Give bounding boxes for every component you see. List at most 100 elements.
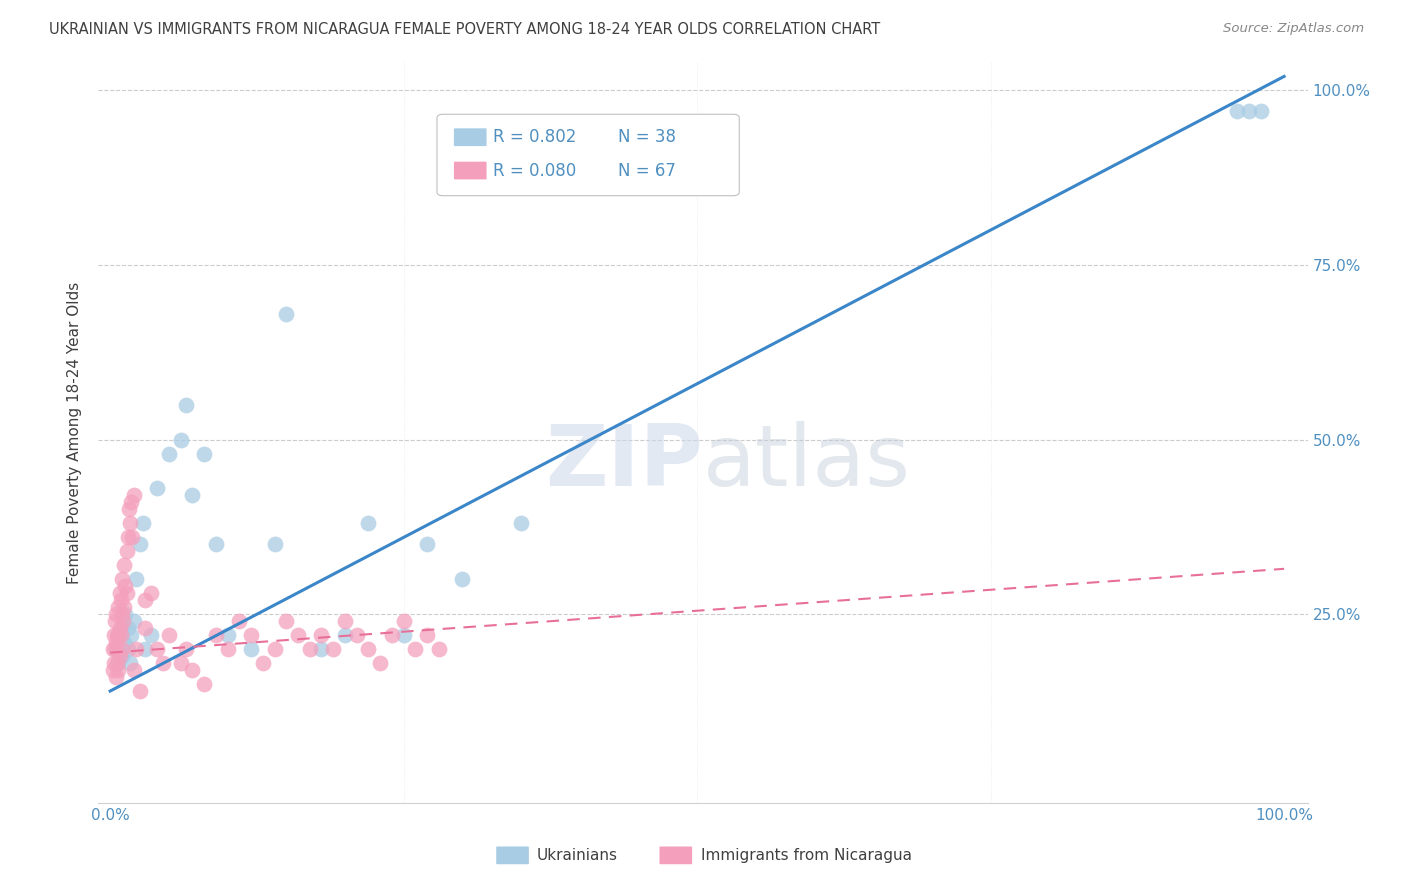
Text: Source: ZipAtlas.com: Source: ZipAtlas.com	[1223, 22, 1364, 36]
Point	[287, 628, 309, 642]
FancyBboxPatch shape	[454, 128, 486, 146]
Point	[240, 628, 263, 642]
Point	[510, 516, 533, 531]
Point	[333, 614, 356, 628]
Point	[117, 530, 139, 544]
Point	[105, 642, 128, 657]
Text: ZIP: ZIP	[546, 421, 703, 504]
Point	[169, 433, 191, 447]
Point	[193, 677, 215, 691]
Point	[152, 656, 174, 670]
Point	[120, 495, 142, 509]
Point	[311, 628, 333, 642]
Point	[146, 482, 169, 496]
Point	[128, 537, 150, 551]
Point	[204, 628, 226, 642]
Point	[217, 628, 239, 642]
Text: Ukrainians: Ukrainians	[536, 848, 617, 863]
Point	[141, 586, 163, 600]
Point	[108, 628, 131, 642]
Point	[110, 628, 132, 642]
Point	[103, 656, 125, 670]
Point	[240, 642, 263, 657]
Point	[125, 572, 148, 586]
Point	[176, 642, 198, 657]
Point	[105, 607, 128, 622]
Point	[117, 642, 139, 657]
Point	[117, 621, 139, 635]
Point	[132, 516, 155, 531]
Point	[193, 446, 215, 460]
Point	[128, 684, 150, 698]
Point	[276, 307, 298, 321]
Point	[451, 572, 474, 586]
Point	[121, 530, 143, 544]
Point	[125, 642, 148, 657]
Point	[103, 628, 125, 642]
Point	[105, 656, 128, 670]
Point	[105, 670, 128, 684]
Point	[107, 663, 129, 677]
Text: R = 0.080: R = 0.080	[492, 161, 576, 179]
Point	[263, 537, 285, 551]
Point	[111, 642, 134, 657]
Point	[404, 642, 426, 657]
Point	[107, 656, 129, 670]
Point	[112, 558, 135, 573]
Point	[1250, 104, 1272, 119]
Point	[311, 642, 333, 657]
Point	[322, 642, 344, 657]
Point	[157, 628, 180, 642]
Point	[157, 446, 180, 460]
Point	[101, 663, 124, 677]
Point	[111, 572, 134, 586]
Point	[110, 593, 132, 607]
Point	[181, 663, 204, 677]
Y-axis label: Female Poverty Among 18-24 Year Olds: Female Poverty Among 18-24 Year Olds	[67, 282, 83, 583]
Point	[276, 614, 298, 628]
Point	[1237, 104, 1260, 119]
Point	[134, 621, 156, 635]
Point	[427, 642, 450, 657]
FancyBboxPatch shape	[454, 161, 486, 179]
Point	[122, 614, 145, 628]
Point	[112, 600, 135, 615]
Text: N = 38: N = 38	[619, 128, 676, 146]
Point	[333, 628, 356, 642]
Point	[416, 537, 439, 551]
FancyBboxPatch shape	[437, 114, 740, 195]
Point	[104, 642, 127, 657]
Point	[120, 628, 142, 642]
Point	[111, 621, 134, 635]
Point	[115, 586, 138, 600]
Point	[368, 656, 391, 670]
Text: Immigrants from Nicaragua: Immigrants from Nicaragua	[700, 848, 911, 863]
Point	[346, 628, 368, 642]
Point	[169, 656, 191, 670]
Point	[134, 593, 156, 607]
Point	[416, 628, 439, 642]
Point	[108, 649, 131, 664]
Point	[112, 614, 135, 628]
Point	[176, 398, 198, 412]
Text: atlas: atlas	[703, 421, 911, 504]
Point	[114, 607, 136, 622]
Point	[105, 628, 128, 642]
Point	[357, 642, 380, 657]
Point	[134, 642, 156, 657]
Point	[112, 635, 135, 649]
Point	[120, 656, 142, 670]
Point	[108, 586, 131, 600]
Point	[263, 642, 285, 657]
Point	[146, 642, 169, 657]
Point	[204, 537, 226, 551]
Point	[118, 502, 141, 516]
Point	[381, 628, 404, 642]
Point	[111, 649, 134, 664]
Point	[228, 614, 250, 628]
Point	[357, 516, 380, 531]
Point	[122, 488, 145, 502]
Text: UKRAINIAN VS IMMIGRANTS FROM NICARAGUA FEMALE POVERTY AMONG 18-24 YEAR OLDS CORR: UKRAINIAN VS IMMIGRANTS FROM NICARAGUA F…	[49, 22, 880, 37]
Point	[1226, 104, 1249, 119]
Point	[122, 663, 145, 677]
